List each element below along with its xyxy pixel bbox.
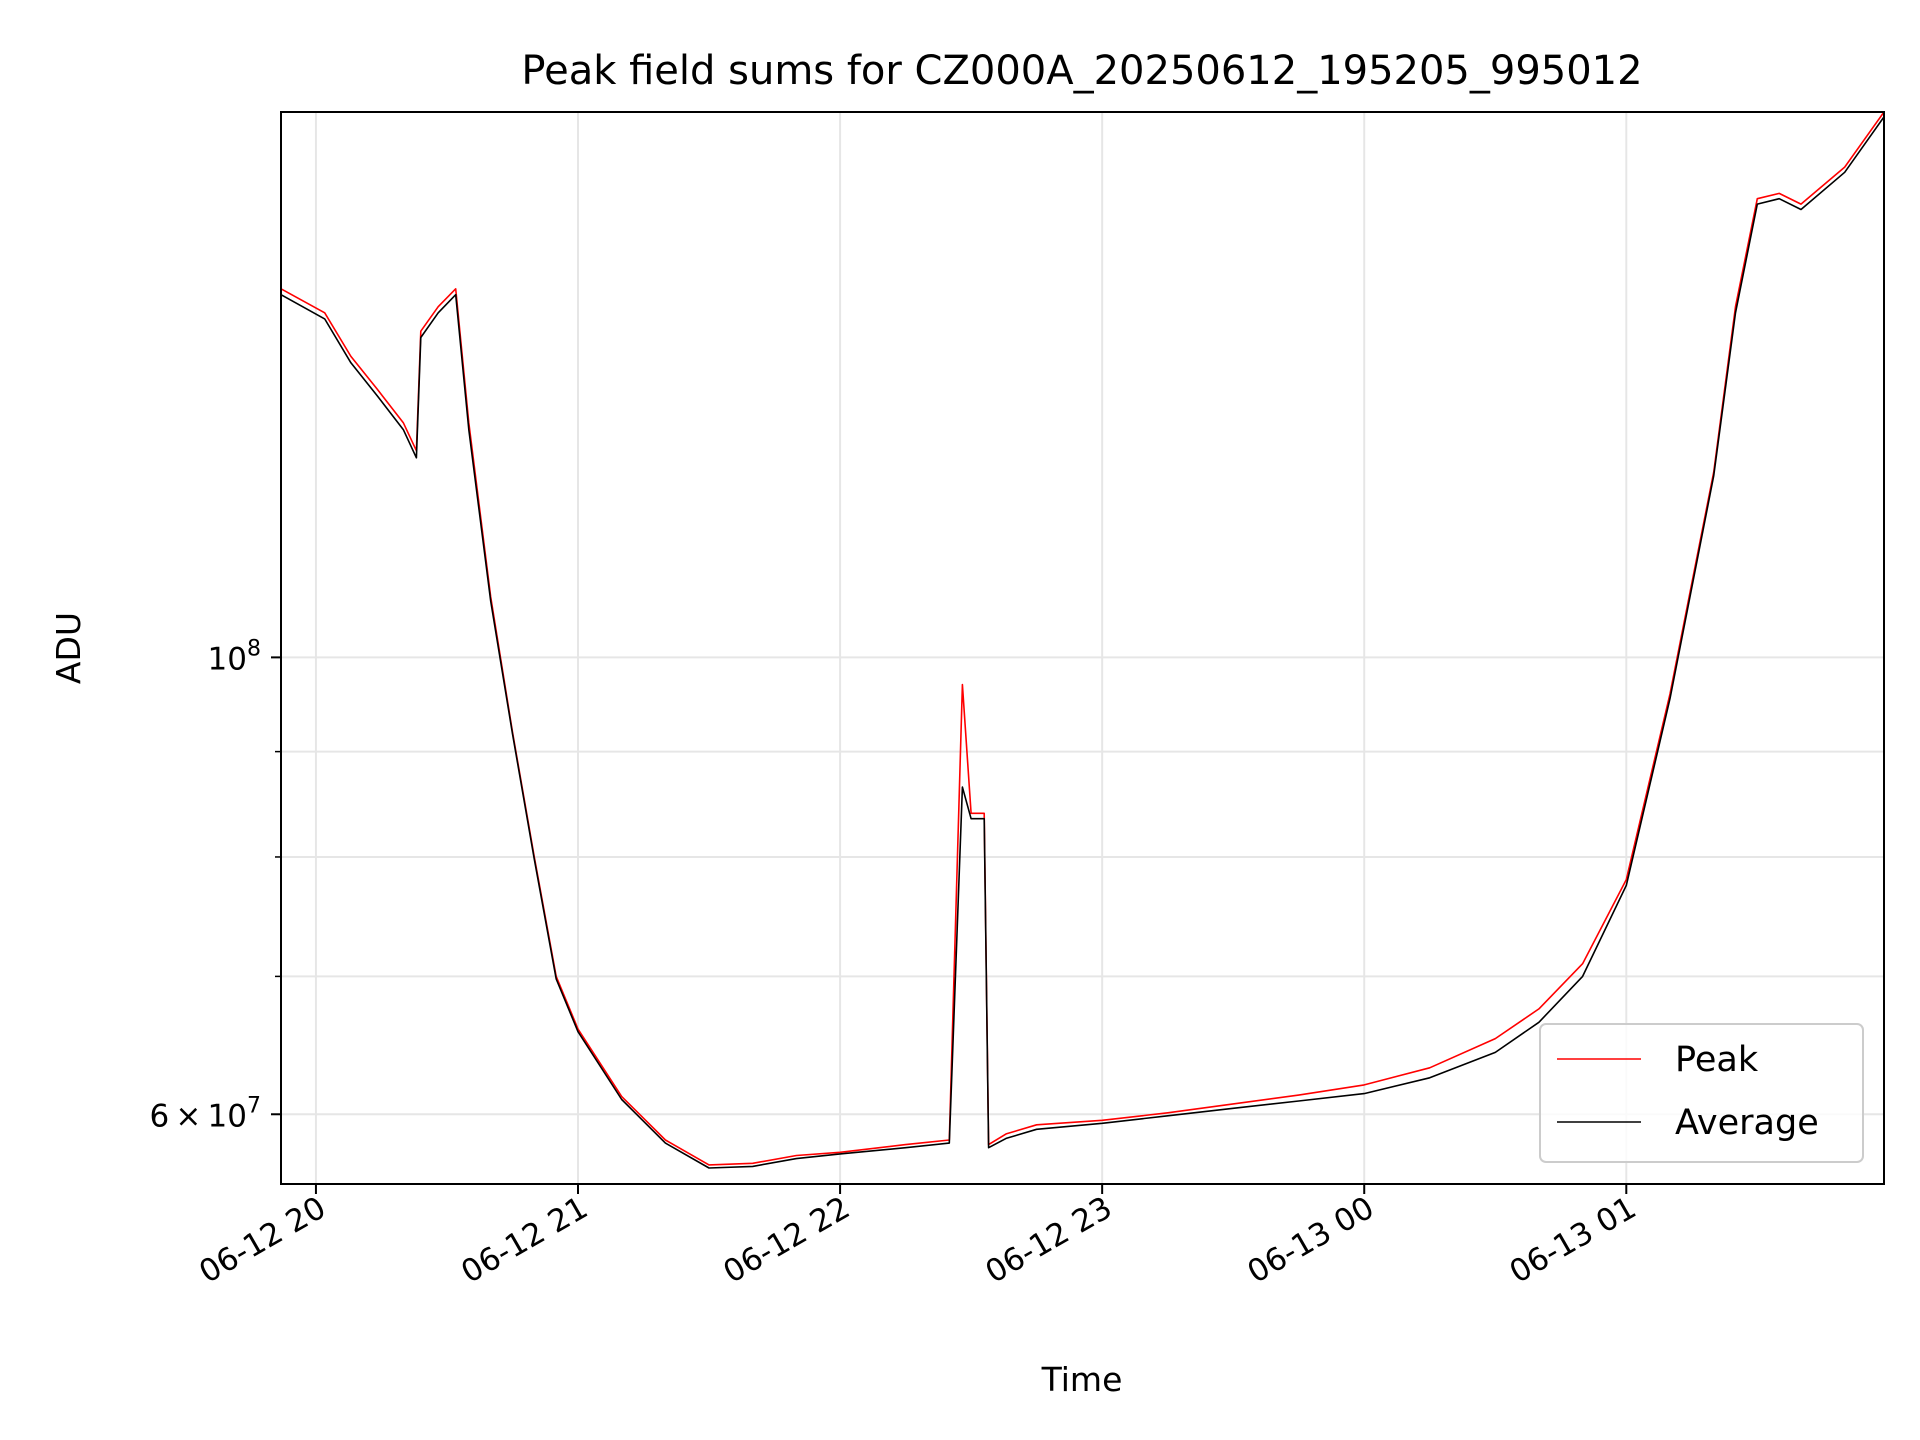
legend-label-peak: Peak [1675,1040,1759,1080]
legend: Peak Average [1539,1023,1864,1163]
y-axis: 108 6 × 107 [149,636,281,1134]
y-tick-label-base: 6 × 10 [149,1098,247,1134]
plot-frame [280,111,1885,1185]
series-line-peak [280,111,1885,1166]
x-axis-label: Time [1041,1360,1123,1399]
y-tick-label-base: 10 [208,641,247,677]
grid-lines [281,112,1884,1184]
legend-label-average: Average [1675,1103,1819,1143]
y-tick-label: 108 [208,636,261,677]
plot-series [280,111,1885,1169]
y-tick-label-exponent: 7 [247,1093,261,1118]
series-line-average [280,116,1885,1169]
chart-title: Peak field sums for CZ000A_20250612_1952… [521,48,1642,94]
y-axis-label: ADU [49,612,88,684]
y-tick-label-exponent: 8 [247,636,261,661]
y-tick-label: 6 × 107 [149,1093,261,1134]
